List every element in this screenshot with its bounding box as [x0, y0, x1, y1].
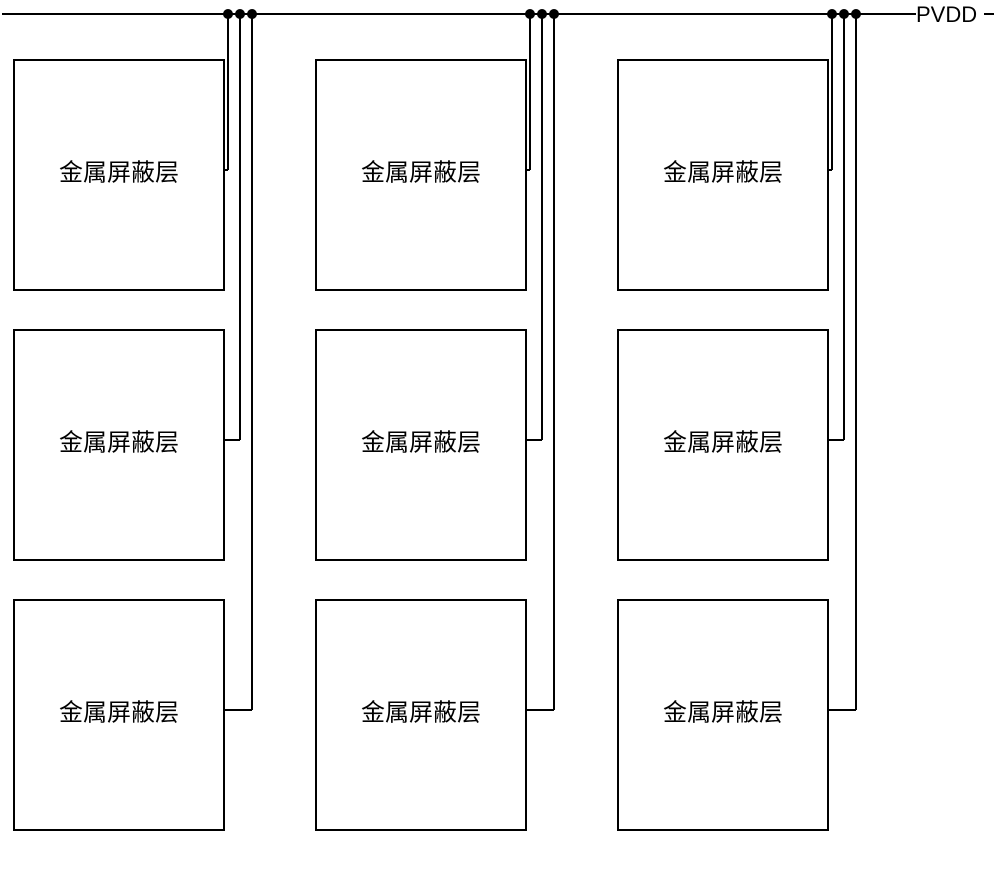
shield-cell-label: 金属屏蔽层 — [663, 430, 783, 457]
circuit-diagram: PVDD金属屏蔽层金属屏蔽层金属屏蔽层金属屏蔽层金属屏蔽层金属屏蔽层金属屏蔽层金… — [0, 0, 1000, 869]
pvdd-label: PVDD — [916, 2, 977, 27]
shield-cell-label: 金属屏蔽层 — [663, 160, 783, 187]
shield-cell-label: 金属屏蔽层 — [59, 160, 179, 187]
shield-cell-label: 金属屏蔽层 — [59, 700, 179, 727]
shield-cell-label: 金属屏蔽层 — [59, 430, 179, 457]
shield-cell-label: 金属屏蔽层 — [361, 700, 481, 727]
shield-cell-label: 金属屏蔽层 — [361, 430, 481, 457]
shield-cell-label: 金属屏蔽层 — [663, 700, 783, 727]
shield-cell-label: 金属屏蔽层 — [361, 160, 481, 187]
